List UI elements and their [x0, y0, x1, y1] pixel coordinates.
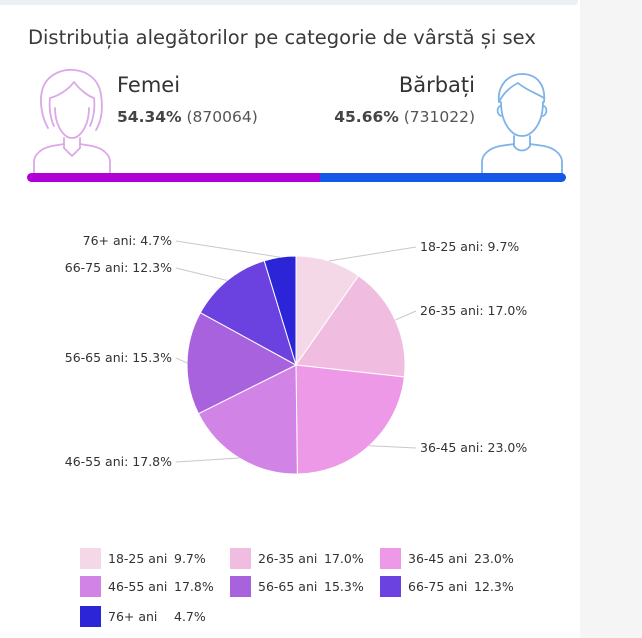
slice-callout-label: 46-55 ani: 17.8% [65, 454, 172, 469]
legend-value: 17.0% [324, 550, 364, 566]
female-percent: 54.34% [117, 108, 182, 126]
female-ratio-fill [27, 173, 320, 182]
female-avatar-icon [33, 68, 111, 174]
legend-swatch [80, 605, 101, 627]
leader-line [175, 457, 240, 463]
male-percent: 45.66% [334, 108, 399, 126]
legend-value: 4.7% [174, 608, 206, 624]
chart-legend: 18-25 ani 9.7% 26-35 ani 17.0% 36-45 ani 23.0… [80, 547, 580, 637]
legend-item: 56-65 ani 15.3% [230, 575, 374, 597]
male-label: Bărbați [398, 73, 475, 97]
female-stats: 54.34% (870064) [117, 108, 258, 126]
female-count: (870064) [186, 108, 258, 126]
legend-swatch [380, 575, 401, 597]
legend-item: 66-75 ani 12.3% [380, 575, 524, 597]
legend-value: 23.0% [474, 550, 514, 566]
legend-value: 12.3% [474, 578, 514, 594]
gender-ratio-bar [27, 173, 566, 182]
legend-label: 56-65 ani [258, 578, 318, 594]
top-strip [0, 0, 578, 5]
slice-callout-label: 76+ ani: 4.7% [83, 233, 172, 248]
chart-card: Distribuția alegătorilor pe categorie de… [0, 0, 580, 637]
legend-swatch [230, 575, 251, 597]
male-ratio-fill [319, 173, 566, 182]
legend-value: 15.3% [324, 578, 364, 594]
slice-callout-label: 18-25 ani: 9.7% [420, 239, 519, 254]
female-label: Femei [117, 73, 181, 97]
slice-callout-label: 36-45 ani: 23.0% [420, 440, 527, 455]
male-count: (731022) [403, 108, 475, 126]
male-avatar-icon [481, 73, 563, 174]
legend-swatch [380, 547, 401, 569]
legend-value: 17.8% [174, 578, 214, 594]
legend-item: 36-45 ani 23.0% [380, 547, 524, 569]
leader-line [369, 445, 417, 449]
legend-label: 18-25 ani [108, 550, 168, 566]
legend-item: 18-25 ani 9.7% [80, 547, 224, 569]
age-pie-chart: 18-25 ani: 9.7% 26-35 ani: 17.0% 36-45 ani… [65, 233, 527, 475]
legend-swatch [230, 547, 251, 569]
pie-slice-46-55-ani [197, 364, 298, 475]
slice-callout-label: 26-35 ani: 17.0% [420, 303, 527, 318]
legend-item: 46-55 ani 17.8% [80, 575, 224, 597]
leader-line [175, 357, 188, 364]
pie-slice-56-65-ani [186, 312, 298, 415]
legend-label: 66-75 ani [408, 578, 468, 594]
leader-line [175, 240, 281, 258]
legend-label: 76+ ani [108, 608, 158, 624]
legend-item: 76+ ani 4.7% [80, 605, 224, 627]
leader-line [395, 310, 417, 321]
leader-line [175, 267, 228, 281]
leader-line [328, 246, 417, 262]
pie-slice-76-ani [263, 255, 297, 366]
chart-title: Distribuția alegătorilor pe categorie de… [28, 26, 536, 49]
slice-callout-label: 56-65 ani: 15.3% [65, 350, 172, 365]
legend-item: 26-35 ani 17.0% [230, 547, 374, 569]
legend-label: 26-35 ani [258, 550, 318, 566]
legend-swatch [80, 547, 101, 569]
legend-label: 36-45 ani [408, 550, 468, 566]
legend-label: 46-55 ani [108, 578, 168, 594]
male-stats: 45.66% (731022) [334, 108, 475, 126]
slice-callout-label: 66-75 ani: 12.3% [65, 260, 172, 275]
pie-slice-36-45-ani [295, 364, 405, 475]
legend-swatch [80, 575, 101, 597]
legend-value: 9.7% [174, 550, 206, 566]
